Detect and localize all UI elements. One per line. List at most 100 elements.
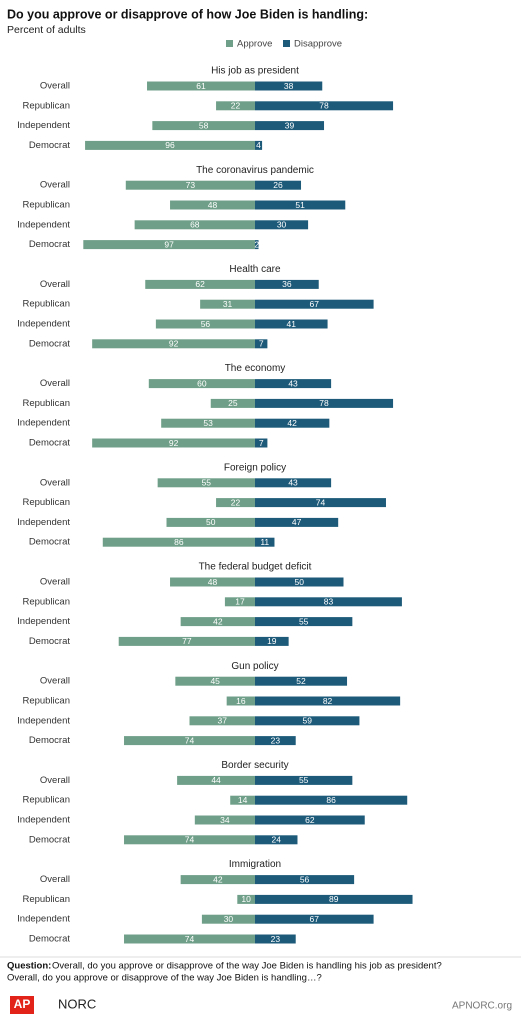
bar — [255, 299, 374, 309]
bar — [124, 934, 256, 944]
row-label: Overall — [40, 279, 70, 290]
bar — [255, 220, 309, 230]
value-label: 45 — [210, 676, 220, 686]
bar — [216, 498, 255, 508]
row-label: Overall — [40, 577, 70, 588]
bar — [255, 319, 328, 329]
panel-title: Foreign policy — [224, 462, 286, 473]
bar — [216, 101, 255, 111]
value-label: 50 — [295, 577, 305, 587]
row-label: Democrat — [29, 934, 71, 945]
bar — [230, 795, 255, 805]
panel-title: Health care — [229, 264, 281, 275]
bar — [118, 636, 256, 646]
bar — [134, 220, 255, 230]
row-label: Independent — [17, 219, 70, 230]
value-label: 30 — [224, 914, 234, 924]
bar — [255, 339, 268, 349]
row-label: Overall — [40, 676, 70, 687]
bar — [124, 736, 256, 746]
bar — [161, 418, 255, 428]
bar — [92, 438, 255, 448]
panel-title: Border security — [221, 760, 288, 771]
row-label: Overall — [40, 378, 70, 389]
bar — [255, 200, 346, 210]
value-label: 39 — [285, 120, 295, 130]
value-label: 59 — [302, 716, 312, 726]
bar — [255, 379, 332, 389]
bar — [170, 577, 255, 587]
row-label: Independent — [17, 715, 70, 726]
value-label: 42 — [287, 418, 297, 428]
bar — [124, 835, 256, 845]
bar — [175, 676, 255, 686]
row-label: Independent — [17, 914, 70, 925]
panel-title: The federal budget deficit — [199, 562, 312, 573]
panels: His job as president Overall 61 38 Republica… — [17, 66, 413, 945]
bar — [255, 81, 323, 91]
value-label: 55 — [299, 775, 309, 785]
bar — [92, 339, 255, 349]
row-label: Democrat — [29, 537, 71, 548]
row-label: Democrat — [29, 239, 71, 250]
row-label: Overall — [40, 874, 70, 885]
value-label: 74 — [185, 934, 195, 944]
logo-box — [10, 996, 34, 1014]
value-label: 74 — [185, 835, 195, 845]
value-label: 53 — [203, 418, 213, 428]
value-label: 26 — [273, 180, 283, 190]
value-label: 22 — [231, 497, 241, 507]
question: Overall, do you approve or disapprove of… — [7, 973, 322, 984]
value-label: 97 — [164, 239, 174, 249]
value-label: 7 — [259, 339, 264, 349]
bar — [83, 240, 255, 250]
bar — [255, 934, 296, 944]
value-label: 82 — [323, 696, 333, 706]
value-label: 61 — [196, 81, 206, 91]
value-label: 2 — [254, 239, 259, 249]
bar — [255, 597, 402, 607]
value-label: 14 — [238, 795, 248, 805]
value-label: 36 — [282, 279, 292, 289]
row-label: Democrat — [29, 636, 71, 647]
row-label: Overall — [40, 81, 70, 92]
value-label: 50 — [206, 517, 216, 527]
value-label: 23 — [271, 735, 281, 745]
value-label: 68 — [190, 220, 200, 230]
bar — [102, 537, 255, 547]
value-label: 74 — [316, 497, 326, 507]
row-label: Democrat — [29, 140, 71, 151]
value-label: 74 — [185, 735, 195, 745]
value-label: 55 — [299, 616, 309, 626]
value-label: 10 — [241, 894, 251, 904]
bar — [180, 875, 255, 885]
value-label: 92 — [169, 339, 179, 349]
value-label: 43 — [288, 378, 298, 388]
value-label: 43 — [288, 478, 298, 488]
bar — [255, 140, 263, 150]
bar — [237, 894, 255, 904]
bar — [194, 815, 255, 825]
row-label: Republican — [22, 200, 70, 211]
value-label: 67 — [310, 914, 320, 924]
bar — [255, 875, 355, 885]
bar — [155, 319, 255, 329]
value-label: 7 — [259, 438, 264, 448]
value-label: 67 — [310, 299, 320, 309]
bar — [255, 775, 353, 785]
legend-swatch — [283, 40, 290, 47]
row-label: Democrat — [29, 735, 71, 746]
bar — [255, 795, 408, 805]
value-label: 42 — [213, 616, 223, 626]
panel-title: Gun policy — [231, 661, 278, 672]
bar — [255, 438, 268, 448]
legend-label: Approve — [237, 39, 272, 50]
bar — [180, 617, 255, 627]
bar — [226, 696, 255, 706]
value-label: 55 — [202, 478, 212, 488]
bar — [147, 81, 255, 91]
bar — [255, 478, 332, 488]
value-label: 47 — [292, 517, 302, 527]
row-label: Republican — [22, 596, 70, 607]
